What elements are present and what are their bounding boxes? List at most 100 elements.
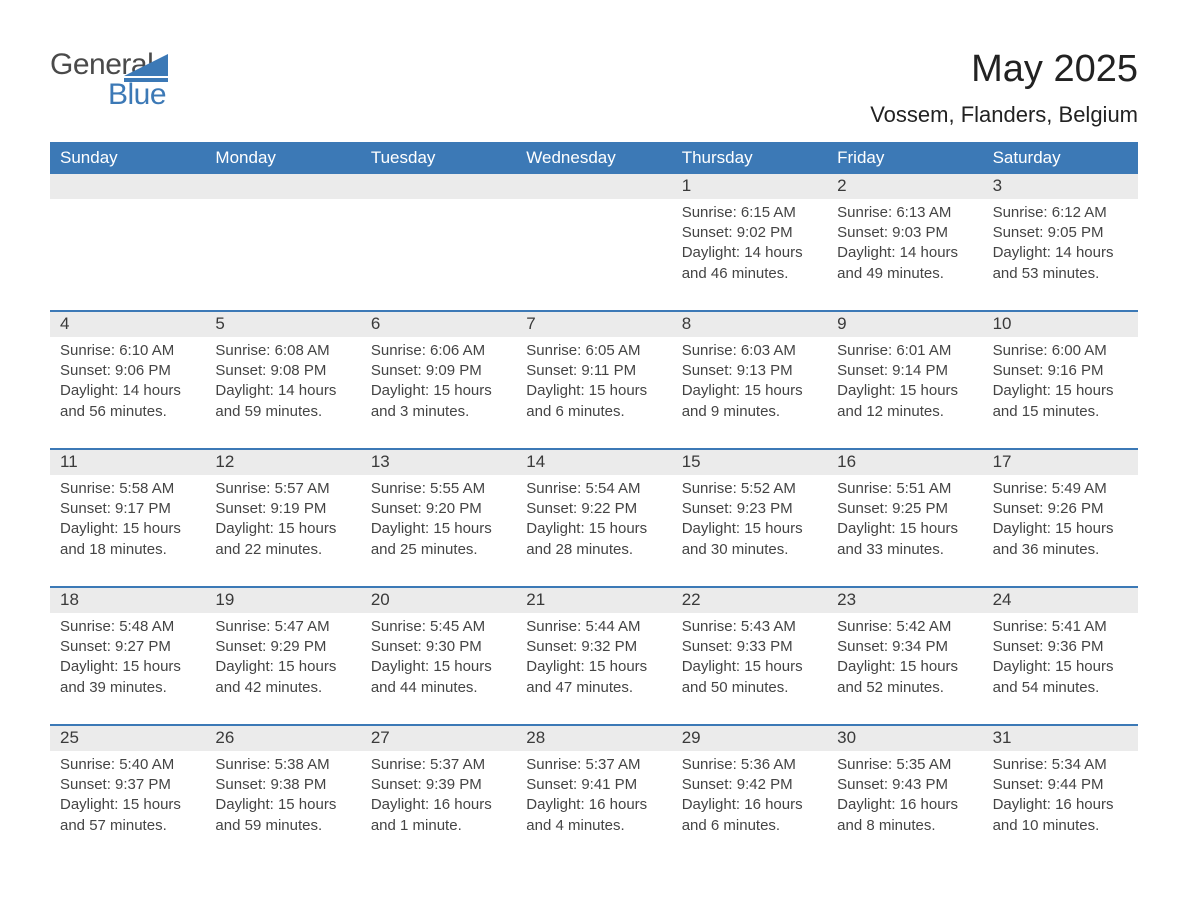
day-number: 20 bbox=[361, 588, 516, 613]
sunset-line: Sunset: 9:13 PM bbox=[682, 361, 817, 381]
day-details: Sunrise: 6:03 AMSunset: 9:13 PMDaylight:… bbox=[672, 337, 827, 448]
calendar-page: General Blue May 2025 Vossem, Flanders, … bbox=[0, 0, 1188, 918]
day-details: Sunrise: 5:42 AMSunset: 9:34 PMDaylight:… bbox=[827, 613, 982, 724]
sunset-line: Sunset: 9:06 PM bbox=[60, 361, 195, 381]
day-number: 23 bbox=[827, 588, 982, 613]
day-number: 6 bbox=[361, 312, 516, 337]
day-number: 24 bbox=[983, 588, 1138, 613]
day-details: Sunrise: 5:49 AMSunset: 9:26 PMDaylight:… bbox=[983, 475, 1138, 586]
day-number: 2 bbox=[827, 174, 982, 199]
sunset-line: Sunset: 9:20 PM bbox=[371, 499, 506, 519]
sunset-line: Sunset: 9:32 PM bbox=[526, 637, 661, 657]
day-number: 15 bbox=[672, 450, 827, 475]
sunset-line: Sunset: 9:03 PM bbox=[837, 223, 972, 243]
sunset-line: Sunset: 9:34 PM bbox=[837, 637, 972, 657]
day-details: Sunrise: 5:34 AMSunset: 9:44 PMDaylight:… bbox=[983, 751, 1138, 862]
empty-cell bbox=[516, 199, 671, 310]
sunset-line: Sunset: 9:14 PM bbox=[837, 361, 972, 381]
day-details: Sunrise: 5:37 AMSunset: 9:41 PMDaylight:… bbox=[516, 751, 671, 862]
day-details: Sunrise: 6:10 AMSunset: 9:06 PMDaylight:… bbox=[50, 337, 205, 448]
sunset-line: Sunset: 9:09 PM bbox=[371, 361, 506, 381]
day-number: 27 bbox=[361, 726, 516, 751]
day-number: 5 bbox=[205, 312, 360, 337]
daylight-line: Daylight: 14 hours and 46 minutes. bbox=[682, 243, 817, 284]
day-header-tuesday: Tuesday bbox=[361, 142, 516, 174]
day-details: Sunrise: 5:57 AMSunset: 9:19 PMDaylight:… bbox=[205, 475, 360, 586]
empty-cell bbox=[50, 174, 205, 199]
sunset-line: Sunset: 9:44 PM bbox=[993, 775, 1128, 795]
sunrise-line: Sunrise: 6:12 AM bbox=[993, 203, 1128, 223]
day-header-friday: Friday bbox=[827, 142, 982, 174]
day-number: 1 bbox=[672, 174, 827, 199]
day-details: Sunrise: 5:38 AMSunset: 9:38 PMDaylight:… bbox=[205, 751, 360, 862]
sunset-line: Sunset: 9:27 PM bbox=[60, 637, 195, 657]
daylight-line: Daylight: 15 hours and 28 minutes. bbox=[526, 519, 661, 560]
calendar-day-header-row: Sunday Monday Tuesday Wednesday Thursday… bbox=[50, 142, 1138, 174]
calendar-week-row: 11121314151617Sunrise: 5:58 AMSunset: 9:… bbox=[50, 448, 1138, 586]
day-details: Sunrise: 5:44 AMSunset: 9:32 PMDaylight:… bbox=[516, 613, 671, 724]
sunset-line: Sunset: 9:02 PM bbox=[682, 223, 817, 243]
sunset-line: Sunset: 9:05 PM bbox=[993, 223, 1128, 243]
sunset-line: Sunset: 9:11 PM bbox=[526, 361, 661, 381]
daylight-line: Daylight: 15 hours and 18 minutes. bbox=[60, 519, 195, 560]
day-body-row: Sunrise: 6:15 AMSunset: 9:02 PMDaylight:… bbox=[50, 199, 1138, 310]
daylight-line: Daylight: 15 hours and 36 minutes. bbox=[993, 519, 1128, 560]
day-number: 7 bbox=[516, 312, 671, 337]
day-details: Sunrise: 5:58 AMSunset: 9:17 PMDaylight:… bbox=[50, 475, 205, 586]
sunset-line: Sunset: 9:33 PM bbox=[682, 637, 817, 657]
brand-logo: General Blue bbox=[50, 50, 168, 110]
sunrise-line: Sunrise: 5:48 AM bbox=[60, 617, 195, 637]
daylight-line: Daylight: 16 hours and 10 minutes. bbox=[993, 795, 1128, 836]
daylight-line: Daylight: 15 hours and 3 minutes. bbox=[371, 381, 506, 422]
day-details: Sunrise: 5:43 AMSunset: 9:33 PMDaylight:… bbox=[672, 613, 827, 724]
daylight-line: Daylight: 16 hours and 6 minutes. bbox=[682, 795, 817, 836]
calendar-week-row: 25262728293031Sunrise: 5:40 AMSunset: 9:… bbox=[50, 724, 1138, 862]
sunrise-line: Sunrise: 5:45 AM bbox=[371, 617, 506, 637]
daylight-line: Daylight: 15 hours and 39 minutes. bbox=[60, 657, 195, 698]
day-number: 12 bbox=[205, 450, 360, 475]
day-number: 18 bbox=[50, 588, 205, 613]
daylight-line: Daylight: 15 hours and 52 minutes. bbox=[837, 657, 972, 698]
sunset-line: Sunset: 9:41 PM bbox=[526, 775, 661, 795]
sunrise-line: Sunrise: 5:41 AM bbox=[993, 617, 1128, 637]
day-details: Sunrise: 5:35 AMSunset: 9:43 PMDaylight:… bbox=[827, 751, 982, 862]
day-number: 4 bbox=[50, 312, 205, 337]
day-body-row: Sunrise: 6:10 AMSunset: 9:06 PMDaylight:… bbox=[50, 337, 1138, 448]
day-details: Sunrise: 6:12 AMSunset: 9:05 PMDaylight:… bbox=[983, 199, 1138, 310]
sunrise-line: Sunrise: 6:10 AM bbox=[60, 341, 195, 361]
sunrise-line: Sunrise: 5:52 AM bbox=[682, 479, 817, 499]
sunrise-line: Sunrise: 6:05 AM bbox=[526, 341, 661, 361]
day-number-row: 25262728293031 bbox=[50, 726, 1138, 751]
day-number: 19 bbox=[205, 588, 360, 613]
sunset-line: Sunset: 9:22 PM bbox=[526, 499, 661, 519]
day-header-saturday: Saturday bbox=[983, 142, 1138, 174]
day-body-row: Sunrise: 5:40 AMSunset: 9:37 PMDaylight:… bbox=[50, 751, 1138, 862]
day-number: 8 bbox=[672, 312, 827, 337]
daylight-line: Daylight: 15 hours and 42 minutes. bbox=[215, 657, 350, 698]
day-details: Sunrise: 5:41 AMSunset: 9:36 PMDaylight:… bbox=[983, 613, 1138, 724]
day-number-row: 11121314151617 bbox=[50, 450, 1138, 475]
daylight-line: Daylight: 15 hours and 22 minutes. bbox=[215, 519, 350, 560]
day-number-row: 18192021222324 bbox=[50, 588, 1138, 613]
sunrise-line: Sunrise: 5:36 AM bbox=[682, 755, 817, 775]
day-details: Sunrise: 5:40 AMSunset: 9:37 PMDaylight:… bbox=[50, 751, 205, 862]
sunrise-line: Sunrise: 6:13 AM bbox=[837, 203, 972, 223]
daylight-line: Daylight: 15 hours and 6 minutes. bbox=[526, 381, 661, 422]
day-number: 31 bbox=[983, 726, 1138, 751]
sunset-line: Sunset: 9:23 PM bbox=[682, 499, 817, 519]
day-details: Sunrise: 6:01 AMSunset: 9:14 PMDaylight:… bbox=[827, 337, 982, 448]
day-number: 25 bbox=[50, 726, 205, 751]
day-number: 13 bbox=[361, 450, 516, 475]
day-number: 9 bbox=[827, 312, 982, 337]
day-number: 11 bbox=[50, 450, 205, 475]
day-details: Sunrise: 6:00 AMSunset: 9:16 PMDaylight:… bbox=[983, 337, 1138, 448]
daylight-line: Daylight: 16 hours and 1 minute. bbox=[371, 795, 506, 836]
sunrise-line: Sunrise: 5:47 AM bbox=[215, 617, 350, 637]
day-number: 17 bbox=[983, 450, 1138, 475]
daylight-line: Daylight: 14 hours and 56 minutes. bbox=[60, 381, 195, 422]
day-number: 22 bbox=[672, 588, 827, 613]
sunrise-line: Sunrise: 6:15 AM bbox=[682, 203, 817, 223]
empty-cell bbox=[361, 174, 516, 199]
day-header-sunday: Sunday bbox=[50, 142, 205, 174]
day-header-thursday: Thursday bbox=[672, 142, 827, 174]
